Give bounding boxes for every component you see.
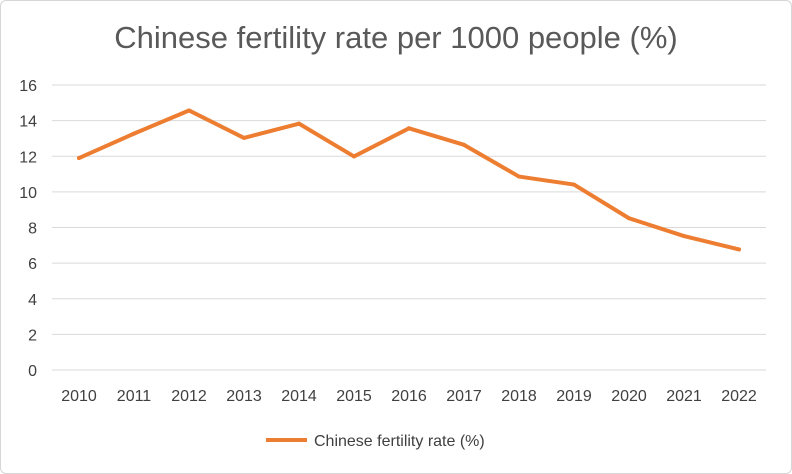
data-point	[572, 182, 576, 187]
gridlines	[52, 84, 766, 371]
y-axis-tick-labels: 0 2 4 6 8 10 12 14 16	[19, 78, 37, 380]
y-tick-label: 0	[28, 363, 37, 380]
y-tick-label: 2	[28, 327, 37, 344]
x-axis-tick-labels: 2010 2011 2012 2013 2014 2015 2016 2017 2018 2019…	[61, 388, 757, 405]
data-point	[517, 174, 521, 179]
legend: Chinese fertility rate (%)	[266, 433, 485, 450]
y-tick-label: 8	[28, 221, 37, 238]
x-tick-label: 2016	[391, 388, 427, 405]
x-tick-label: 2021	[666, 388, 702, 405]
data-point	[132, 131, 136, 136]
data-point	[462, 142, 466, 147]
data-point	[242, 135, 246, 140]
legend-label: Chinese fertility rate (%)	[314, 433, 485, 450]
y-tick-label: 14	[19, 114, 37, 131]
data-point	[737, 247, 741, 252]
x-tick-label: 2020	[611, 388, 647, 405]
y-tick-label: 16	[19, 78, 37, 95]
series-line	[77, 108, 741, 252]
x-tick-label: 2014	[281, 388, 317, 405]
y-tick-label: 10	[19, 185, 37, 202]
x-tick-label: 2018	[501, 388, 537, 405]
x-tick-label: 2019	[556, 388, 592, 405]
x-tick-label: 2017	[446, 388, 482, 405]
y-tick-label: 4	[28, 292, 37, 309]
data-point	[627, 216, 631, 221]
data-point	[682, 234, 686, 239]
series-lines	[77, 108, 741, 252]
data-point	[77, 156, 81, 161]
y-tick-label: 6	[28, 256, 37, 273]
data-point	[407, 126, 411, 131]
y-tick-label: 12	[19, 149, 37, 166]
x-tick-label: 2015	[336, 388, 372, 405]
x-tick-label: 2022	[721, 388, 757, 405]
x-tick-label: 2013	[226, 388, 262, 405]
x-tick-label: 2010	[61, 388, 97, 405]
x-tick-label: 2011	[117, 388, 152, 405]
chart-title: Chinese fertility rate per 1000 people (…	[114, 20, 677, 55]
data-point	[352, 154, 356, 159]
x-tick-label: 2012	[171, 388, 207, 405]
data-point	[187, 108, 191, 113]
data-point	[297, 121, 301, 126]
